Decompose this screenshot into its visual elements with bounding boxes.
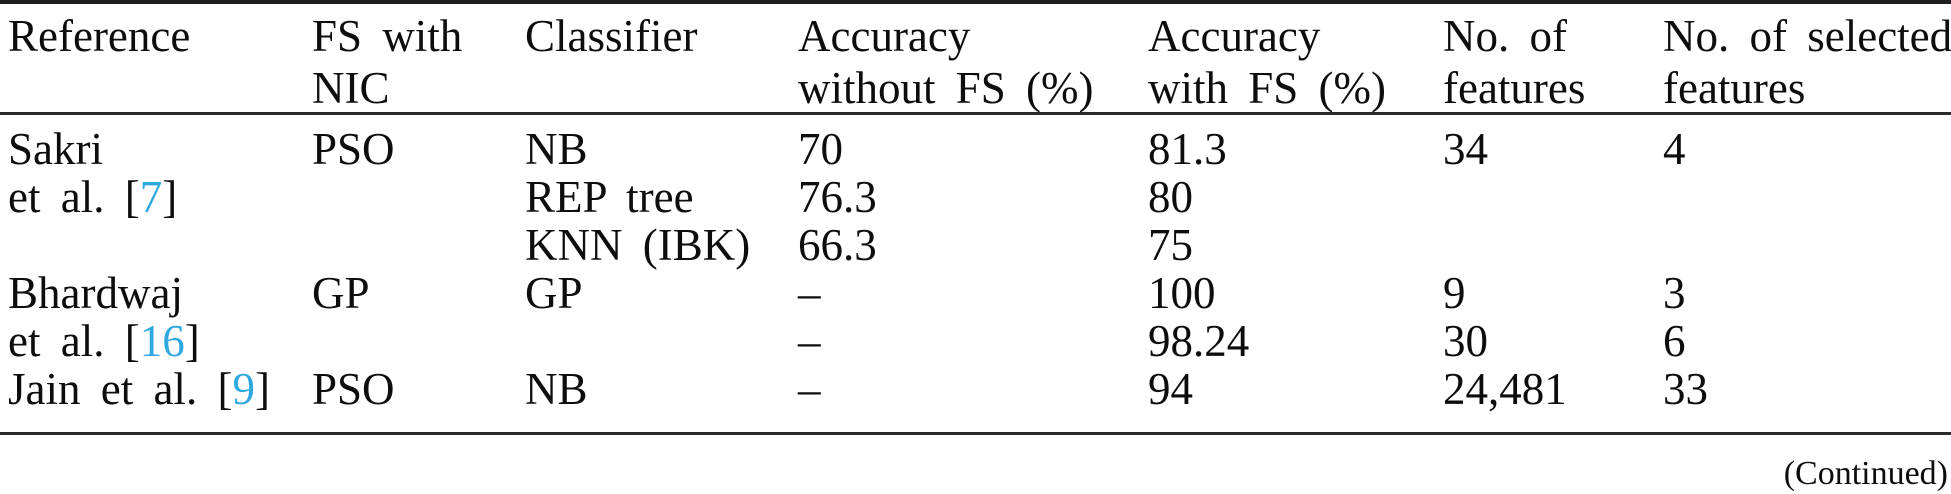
table-top-rule (0, 0, 1951, 4)
cell-accuracy-with-fs: 75 (1148, 220, 1193, 270)
cell-reference: et al. [7] (8, 172, 178, 222)
column-header-classifier: Classifier (525, 11, 698, 61)
cell-reference: Bhardwaj (8, 268, 183, 318)
column-header-reference: Reference (8, 11, 191, 61)
cell-num-features (1443, 173, 1663, 221)
citation-link-16[interactable]: 16 (139, 316, 185, 366)
cell-num-features: 30 (1443, 316, 1488, 366)
cell-fs-with-nic: PSO (312, 124, 395, 174)
cell-num-selected-features (1663, 173, 1951, 221)
cell-accuracy-without-fs: – (798, 364, 821, 414)
cell-fs-with-nic: GP (312, 268, 370, 318)
cell-classifier: GP (525, 268, 583, 318)
table-bottom-rule (0, 432, 1951, 435)
cell-classifier: NB (525, 364, 588, 414)
cell-num-features: 34 (1443, 124, 1488, 174)
table-header-rule (0, 112, 1951, 115)
cell-classifier: KNN (IBK) (525, 220, 751, 270)
cell-fs-with-nic (312, 317, 525, 365)
column-header-accuracy-without-fs: Accuracy without FS (%) (798, 11, 1094, 113)
cell-reference: Jain et al. [9] (8, 364, 270, 414)
cell-accuracy-with-fs: 98.24 (1148, 316, 1250, 366)
cell-accuracy-without-fs: – (798, 268, 821, 318)
cell-accuracy-with-fs: 81.3 (1148, 124, 1227, 174)
cell-accuracy-with-fs: 100 (1148, 268, 1216, 318)
table-body: Sakri PSO NB 70 81.3 34 4 et al. [7] REP… (0, 125, 1951, 413)
cell-classifier (525, 317, 798, 365)
cell-num-selected-features: 4 (1663, 124, 1686, 174)
cell-classifier: REP tree (525, 172, 694, 222)
cell-accuracy-without-fs: 66.3 (798, 220, 877, 270)
table-header-row: Reference FS with NIC Classifier Accurac… (0, 10, 1951, 114)
cell-reference: et al. [16] (8, 316, 200, 366)
cell-classifier: NB (525, 124, 588, 174)
cell-fs-with-nic: PSO (312, 364, 395, 414)
cell-fs-with-nic (312, 221, 525, 269)
continued-note: (Continued) (1783, 455, 1948, 492)
cell-accuracy-without-fs: – (798, 316, 821, 366)
cell-reference: Sakri (8, 124, 103, 174)
cell-num-selected-features: 3 (1663, 268, 1686, 318)
cell-fs-with-nic (312, 173, 525, 221)
cell-reference (0, 221, 312, 269)
column-header-num-selected-features: No. of selected features (1663, 11, 1951, 113)
cell-num-selected-features: 6 (1663, 316, 1686, 366)
cell-num-features: 9 (1443, 268, 1466, 318)
cell-accuracy-with-fs: 94 (1148, 364, 1193, 414)
cell-num-selected-features: 33 (1663, 364, 1708, 414)
cell-accuracy-without-fs: 70 (798, 124, 843, 174)
citation-link-9[interactable]: 9 (232, 364, 255, 414)
cell-accuracy-with-fs: 80 (1148, 172, 1193, 222)
column-header-accuracy-with-fs: Accuracy with FS (%) (1148, 11, 1387, 113)
cell-num-features (1443, 221, 1663, 269)
cell-num-selected-features (1663, 221, 1951, 269)
cell-num-features: 24,481 (1443, 364, 1567, 414)
column-header-num-features: No. of features (1443, 11, 1586, 113)
citation-link-7[interactable]: 7 (139, 172, 163, 222)
column-header-fs-with-nic: FS with NIC (312, 11, 463, 113)
cell-accuracy-without-fs: 76.3 (798, 172, 877, 222)
